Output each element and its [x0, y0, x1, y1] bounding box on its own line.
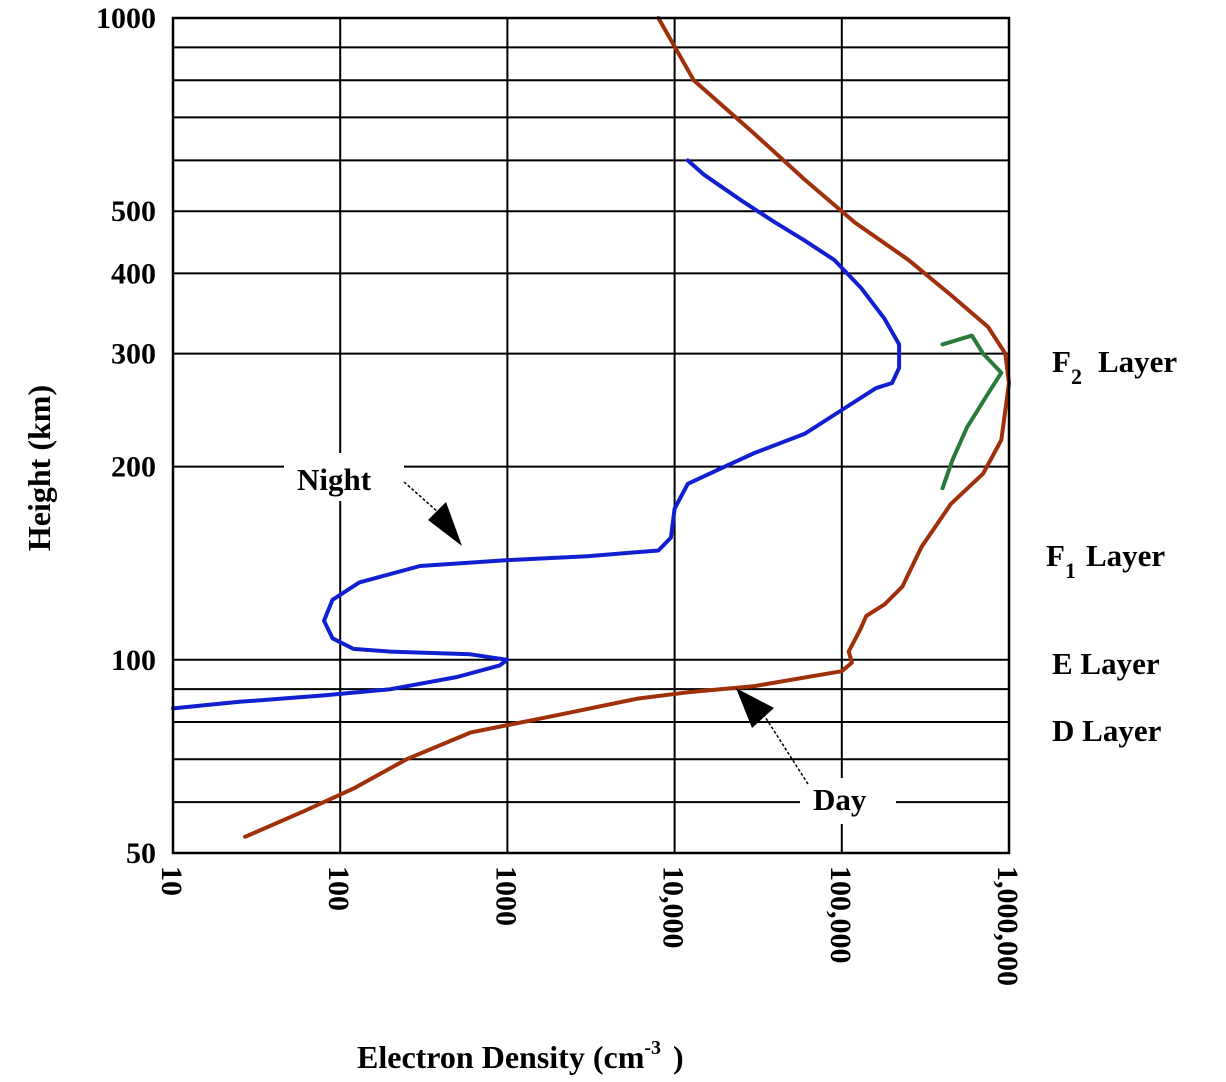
grid — [172, 17, 1010, 854]
f2-layer-word: Layer — [1098, 344, 1177, 379]
x-tick-label: 10 — [155, 866, 188, 896]
x-axis-title: Electron Density (cm-3) — [357, 1037, 684, 1075]
d-layer-label: D Layer — [1052, 713, 1162, 748]
plot-area — [173, 18, 1009, 853]
x-axis-title-main: Electron Density (cm — [357, 1039, 645, 1075]
f1-layer-letter: F — [1046, 538, 1065, 573]
f2-layer-subscript: 2 — [1071, 364, 1082, 389]
night-annotation: Night — [297, 462, 372, 497]
y-tick-label: 200 — [111, 451, 156, 484]
x-tick-label: 100 — [322, 866, 355, 911]
f2-layer-label: F2 Layer — [1052, 344, 1177, 389]
day-label-bg — [800, 778, 896, 824]
f1-layer-label: F1 Layer — [1046, 538, 1165, 583]
day-annotation: Day — [813, 782, 867, 817]
y-tick-label: 100 — [111, 644, 156, 677]
day-arrowhead — [736, 688, 774, 728]
night-label-bg — [284, 453, 404, 501]
x-tick-label: 1000 — [489, 866, 522, 926]
x-tick-labels: 10 100 1000 10,000 100,000 1,000,000 — [155, 866, 1024, 986]
y-tick-label: 1000 — [96, 2, 156, 35]
y-axis-title: Height (km) — [21, 385, 57, 551]
x-axis-title-close: ) — [673, 1039, 684, 1075]
x-tick-label: 10,000 — [657, 866, 690, 949]
day-arrow-line — [761, 711, 809, 785]
y-tick-label: 500 — [111, 195, 156, 228]
y-tick-label: 400 — [111, 257, 156, 290]
e-layer-label: E Layer — [1052, 646, 1160, 681]
x-axis-title-exponent: -3 — [644, 1037, 661, 1059]
f1-layer-subscript: 1 — [1065, 558, 1076, 583]
night-arrowhead — [428, 502, 462, 546]
y-tick-label: 50 — [126, 837, 156, 870]
plot-frame — [171, 16, 1011, 855]
series-line-2 — [940, 333, 1004, 491]
y-tick-labels: 1000 500 400 300 200 100 50 — [96, 2, 156, 870]
x-tick-label: 1,000,000 — [991, 866, 1024, 986]
f1-layer-word: Layer — [1086, 538, 1165, 573]
series-line-1 — [243, 16, 1011, 839]
x-tick-label: 100,000 — [824, 866, 857, 964]
y-tick-label: 300 — [111, 338, 156, 371]
series-line-3 — [171, 158, 902, 711]
series-group — [171, 16, 1011, 839]
f2-layer-letter: F — [1052, 344, 1071, 379]
night-arrow-line — [403, 481, 439, 513]
